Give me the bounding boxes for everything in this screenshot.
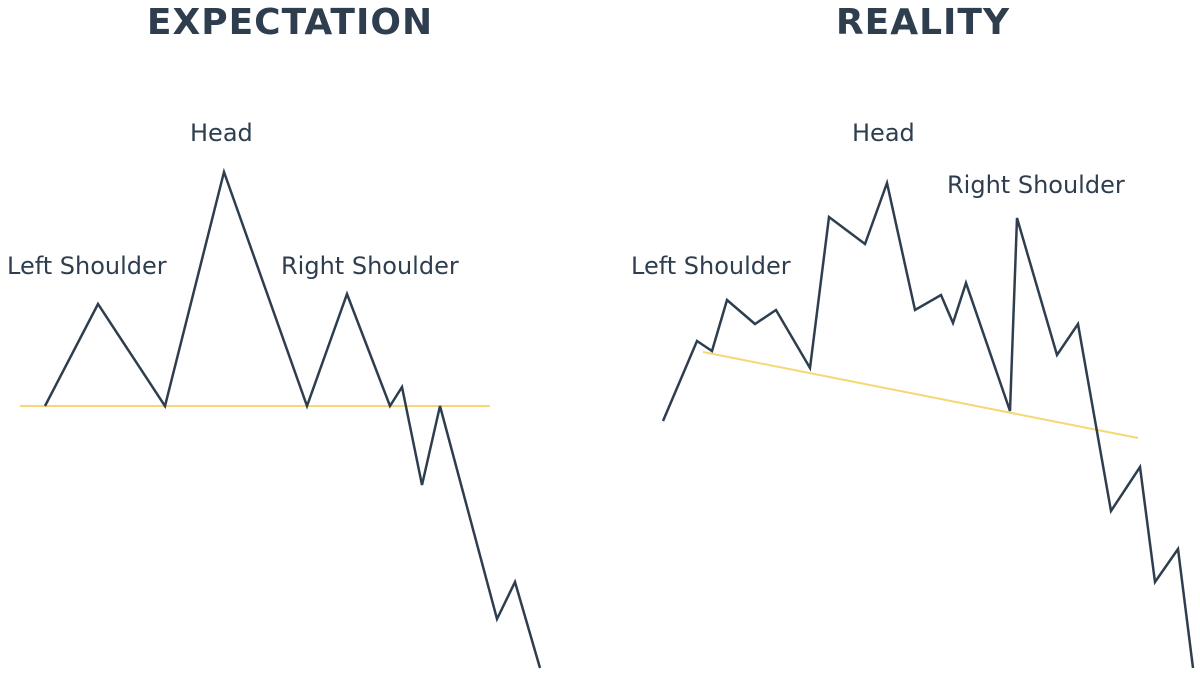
reality-head-label: Head <box>852 119 915 147</box>
reality-left-shoulder-label: Left Shoulder <box>631 252 791 280</box>
reality-right-shoulder-label: Right Shoulder <box>947 171 1125 199</box>
reality-neckline <box>702 351 1139 439</box>
expectation-right-shoulder-label: Right Shoulder <box>281 252 459 280</box>
expectation-title: EXPECTATION <box>146 2 434 43</box>
expectation-price-line <box>43 167 542 669</box>
reality-title: REALITY <box>835 2 1011 43</box>
expectation-left-shoulder-label: Left Shoulder <box>7 252 167 280</box>
reality-price-line <box>661 178 1195 669</box>
expectation-head-label: Head <box>190 119 253 147</box>
